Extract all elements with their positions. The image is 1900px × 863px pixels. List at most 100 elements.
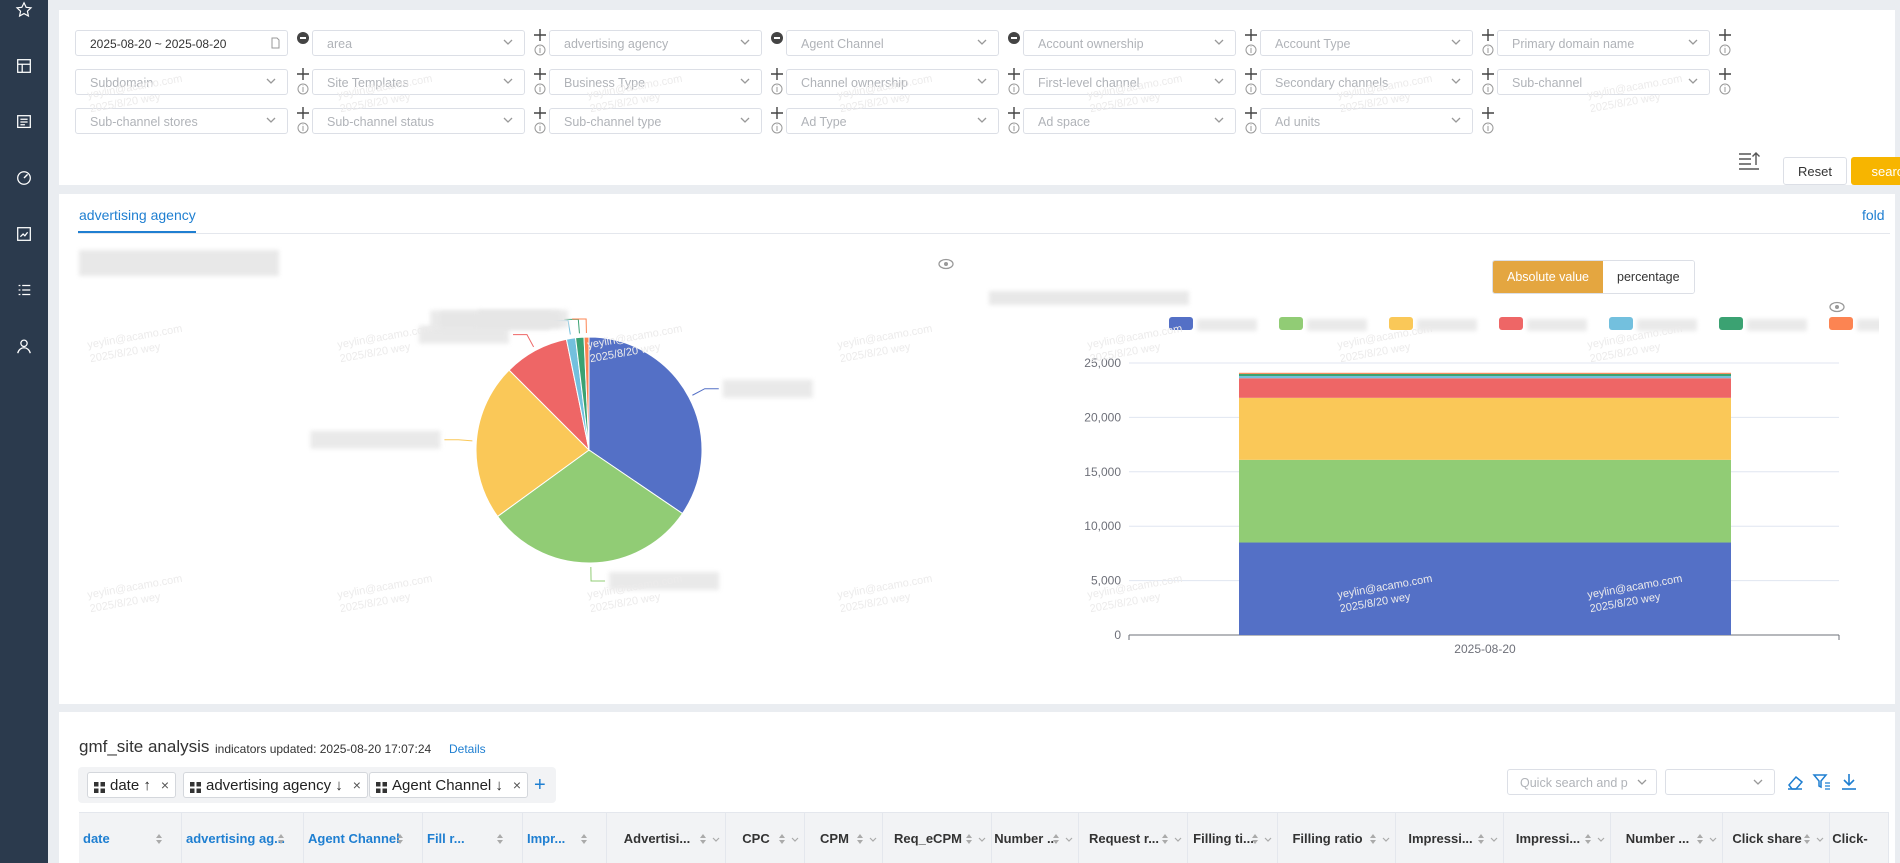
chevron-down-icon[interactable] [790,833,800,843]
sort-icon[interactable] [155,833,163,845]
column-header-advertising-ag[interactable]: advertising ag... [182,813,304,863]
star-icon[interactable] [14,0,34,20]
add-filter-button[interactable] [533,106,547,136]
legend-swatch[interactable] [1499,317,1523,330]
chevron-down-icon[interactable] [1596,833,1606,843]
filter-sub-channel[interactable]: Sub-channel [1497,69,1710,95]
close-icon[interactable]: × [512,777,522,793]
absolute-value-button[interactable]: Absolute value [1493,261,1604,293]
sort-icon[interactable] [1477,833,1485,845]
filter-account-ownership[interactable]: Account ownership [1023,30,1236,56]
add-filter-button[interactable] [1481,67,1495,97]
column-header-number[interactable]: Number ... [992,813,1079,863]
dimension-chip[interactable]: date ↑ × [87,772,177,798]
filter-sub-channel-status[interactable]: Sub-channel status [312,108,525,134]
filter-agent-channel[interactable]: Agent Channel [786,30,999,56]
eye-icon[interactable] [1829,301,1845,313]
chevron-down-icon[interactable] [1708,833,1718,843]
filter-ad-units[interactable]: Ad units [1260,108,1473,134]
filter-primary-domain-name[interactable]: Primary domain name [1497,30,1710,56]
filter-sub-channel-stores[interactable]: Sub-channel stores [75,108,288,134]
dashboard-icon[interactable] [14,168,34,188]
bar-segment[interactable] [1239,459,1731,543]
sort-icon[interactable] [1369,833,1377,845]
column-header-impressi[interactable]: Impressi... [1396,813,1504,863]
legend-swatch[interactable] [1169,317,1193,330]
search-button[interactable]: search [1851,157,1900,185]
add-filter-button[interactable] [1244,106,1258,136]
user-icon[interactable] [14,336,34,356]
filter-advertising-agency[interactable]: advertising agency [549,30,762,56]
sort-icon[interactable] [277,833,285,845]
column-header-cpm[interactable]: CPM [805,813,883,863]
chevron-down-icon[interactable] [1489,833,1499,843]
analysis-icon[interactable] [14,224,34,244]
download-icon[interactable] [1839,772,1859,792]
column-header-cpc[interactable]: CPC [726,813,805,863]
add-filter-button[interactable] [1718,28,1732,58]
add-filter-button[interactable] [770,106,784,136]
column-header-request-r[interactable]: Request r... [1079,813,1188,863]
filter-business-type[interactable]: Business Type [549,69,762,95]
filter-icon[interactable] [1812,772,1832,792]
bar-segment[interactable] [1239,372,1731,374]
add-filter-button[interactable] [770,67,784,97]
sort-icon[interactable] [856,833,864,845]
pie-slice[interactable] [583,336,590,451]
chevron-down-icon[interactable] [1064,833,1074,843]
dimension-chip[interactable]: advertising agency ↓ × [183,772,368,798]
column-header-advertisi[interactable]: Advertisi... [607,813,726,863]
filter-ad-type[interactable]: Ad Type [786,108,999,134]
add-filter-button[interactable] [533,28,547,58]
tab-advertising-agency[interactable]: advertising agency [79,207,196,223]
add-filter-button[interactable] [1007,106,1021,136]
bar-segment[interactable] [1239,378,1731,398]
percentage-button[interactable]: percentage [1603,261,1694,293]
pie-slice[interactable] [588,336,703,515]
legend-swatch[interactable] [1279,317,1303,330]
details-link[interactable]: Details [449,742,486,756]
legend-swatch[interactable] [1829,317,1853,330]
sort-icon[interactable] [1803,833,1811,845]
column-header-filling-ratio[interactable]: Filling ratio [1278,813,1396,863]
sort-icon[interactable] [1584,833,1592,845]
add-filter-button[interactable] [1718,67,1732,97]
filter-ad-space[interactable]: Ad space [1023,108,1236,134]
chevron-down-icon[interactable] [868,833,878,843]
remove-filter-button[interactable] [297,32,309,44]
close-icon[interactable]: × [160,777,170,793]
add-filter-button[interactable] [1244,28,1258,58]
filter-secondary-channels[interactable]: Secondary channels [1260,69,1473,95]
pie-slice[interactable] [496,449,684,564]
legend-swatch[interactable] [1609,317,1633,330]
column-header-fill-r[interactable]: Fill r... [423,813,523,863]
filter-channel-ownership[interactable]: Channel ownership [786,69,999,95]
sort-icon[interactable] [1052,833,1060,845]
legend-swatch[interactable] [1389,317,1413,330]
legend-swatch[interactable] [1719,317,1743,330]
chevron-down-icon[interactable] [711,833,721,843]
add-filter-button[interactable] [1481,106,1495,136]
bar-segment[interactable] [1239,376,1731,379]
grid-icon[interactable] [14,56,34,76]
column-header-agent-channel[interactable]: Agent Channel [304,813,423,863]
column-header-req-ecpm[interactable]: Req_eCPM [883,813,992,863]
column-header-number[interactable]: Number ... [1611,813,1723,863]
remove-filter-button[interactable] [1008,32,1020,44]
quick-search-select[interactable]: Quick search and p [1507,769,1657,795]
column-header-date[interactable]: date [79,813,182,863]
filter-site-templates[interactable]: Site Templates [312,69,525,95]
sort-icon[interactable] [778,833,786,845]
sort-icon[interactable] [1251,833,1259,845]
filter-account-type[interactable]: Account Type [1260,30,1473,56]
sort-icon[interactable] [580,833,588,845]
close-icon[interactable]: × [352,777,361,793]
report-icon[interactable] [14,112,34,132]
add-filter-button[interactable] [1481,28,1495,58]
sort-icon[interactable] [699,833,707,845]
sort-icon[interactable] [965,833,973,845]
chevron-down-icon[interactable] [977,833,987,843]
column-header-click[interactable]: Click- [1830,813,1889,863]
chevron-down-icon[interactable] [1381,833,1391,843]
column-header-click-share[interactable]: Click share [1723,813,1830,863]
